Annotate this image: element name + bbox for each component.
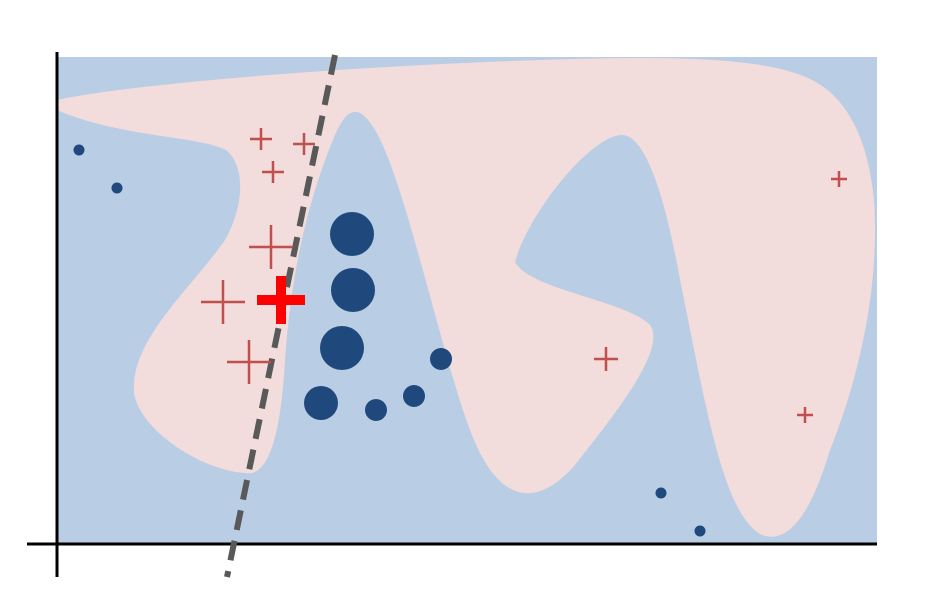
dot-marker (365, 399, 387, 421)
dot-marker (304, 386, 338, 420)
dot-marker (111, 182, 123, 194)
plus-marker (227, 340, 271, 384)
plus-marker (797, 407, 813, 423)
negative-markers (73, 144, 706, 537)
plus-marker (831, 171, 847, 187)
dot-marker (330, 212, 374, 256)
plus-marker (249, 225, 293, 269)
dot-marker (320, 326, 364, 370)
dot-marker (403, 385, 425, 407)
positive-class-region (57, 57, 875, 537)
dot-marker (655, 487, 667, 499)
highlighted-plus-marker (257, 276, 305, 324)
dot-marker (430, 348, 452, 370)
plus-marker (594, 347, 618, 371)
dot-marker (694, 525, 706, 537)
positive-markers (201, 128, 847, 423)
plus-marker (201, 280, 245, 324)
plus-marker (262, 161, 284, 183)
plus-marker (293, 133, 315, 155)
dot-marker (73, 144, 85, 156)
plus-marker (250, 128, 272, 150)
dot-marker (331, 268, 375, 312)
